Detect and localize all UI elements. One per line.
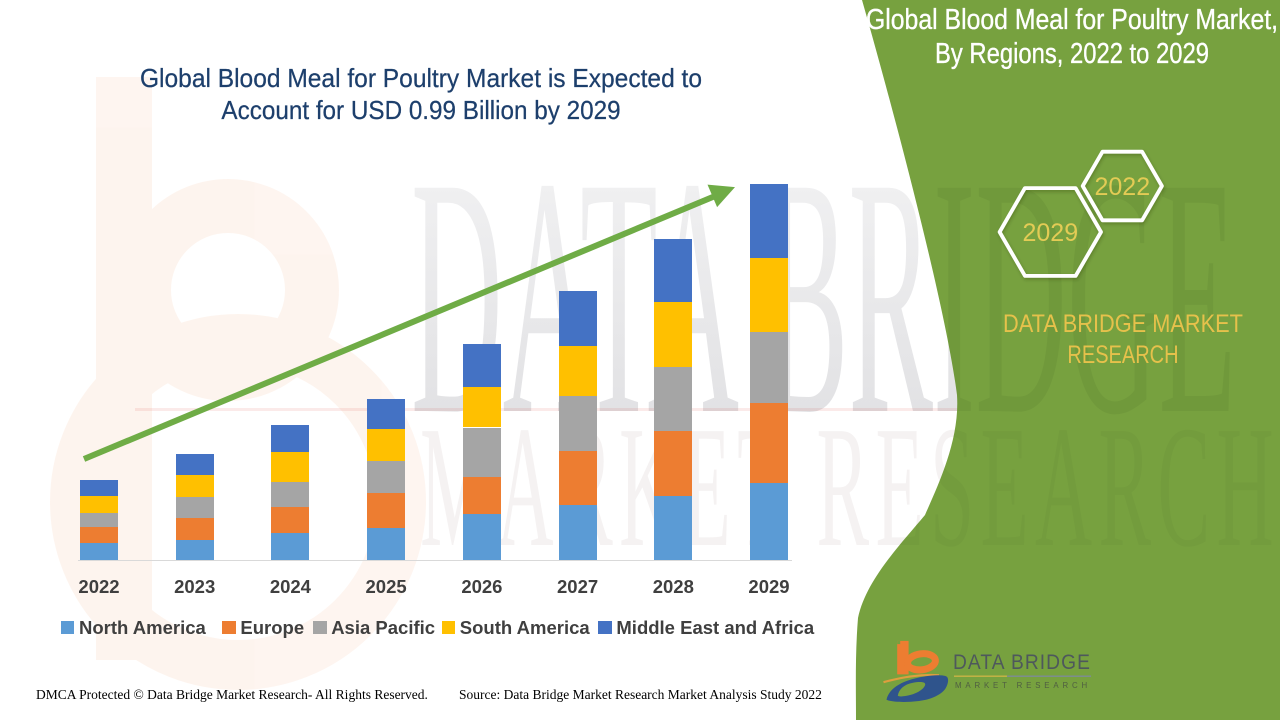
svg-text:2029: 2029 — [1022, 219, 1078, 247]
svg-text:DATA BRIDGE: DATA BRIDGE — [953, 650, 1091, 674]
svg-text:MARKET RESEARCH: MARKET RESEARCH — [955, 681, 1091, 690]
svg-text:2022: 2022 — [1094, 173, 1150, 201]
